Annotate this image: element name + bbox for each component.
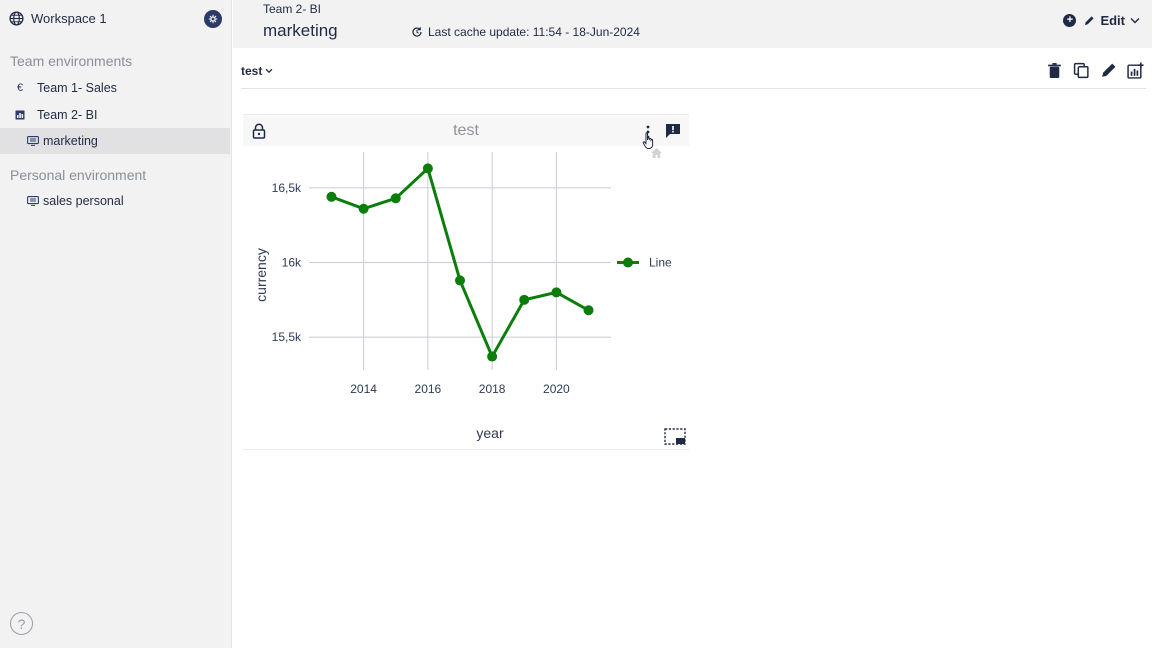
delete-icon[interactable] <box>1046 62 1063 79</box>
chart-icon <box>13 108 27 122</box>
data-point[interactable] <box>358 203 369 214</box>
data-point[interactable] <box>519 294 530 305</box>
data-point[interactable] <box>487 351 498 362</box>
chart-widget: test <box>243 114 689 450</box>
edit-label: Edit <box>1100 13 1125 28</box>
x-tick-label: 2018 <box>479 382 506 396</box>
workspace-settings-icon[interactable] <box>204 10 222 28</box>
dashboard-icon <box>26 134 40 148</box>
pencil-icon <box>1085 16 1095 25</box>
legend-item[interactable]: Line <box>649 255 672 269</box>
widget-header: test <box>243 114 689 146</box>
cache-text: Last cache update: 11:54 - 18-Jun-2024 <box>428 25 640 39</box>
globe-icon <box>9 11 24 26</box>
pointer-cursor-icon <box>642 132 654 149</box>
refresh-icon <box>412 27 422 37</box>
chevron-down-icon <box>265 68 273 74</box>
tab-selector[interactable]: test <box>241 64 273 78</box>
widget-title: test <box>453 122 479 139</box>
dashboard-toolbar: test <box>241 52 1146 89</box>
data-point[interactable] <box>551 287 562 298</box>
chevron-down-icon <box>1130 18 1140 24</box>
duplicate-icon[interactable] <box>1073 62 1090 79</box>
sidebar-item-label: Team 2- BI <box>37 108 98 122</box>
help-icon[interactable]: ? <box>10 612 33 635</box>
sidebar: Workspace 1 Team environments € Team 1- … <box>0 0 232 648</box>
legend-swatch-marker <box>623 257 633 268</box>
y-tick-label: 15,5k <box>272 330 302 344</box>
euro-icon: € <box>16 82 24 94</box>
page-title: marketing <box>263 21 338 40</box>
add-icon[interactable]: + <box>1063 14 1077 27</box>
page-header: Team 2- BI marketing Last cache update: … <box>233 0 1152 48</box>
feedback-icon[interactable] <box>665 123 681 139</box>
lock-icon[interactable] <box>252 123 266 139</box>
home-icon[interactable] <box>650 147 663 159</box>
x-axis-label: year <box>476 425 504 441</box>
workspace-title: Workspace 1 <box>31 11 107 26</box>
y-axis-label: currency <box>253 248 269 302</box>
x-tick-label: 2014 <box>350 382 377 396</box>
data-point[interactable] <box>326 191 337 202</box>
workspace-header[interactable]: Workspace 1 <box>0 0 232 38</box>
pencil-icon[interactable] <box>1100 62 1117 79</box>
sidebar-item-team-1-sales[interactable]: € Team 1- Sales <box>0 75 230 101</box>
sidebar-item-label: sales personal <box>43 194 124 208</box>
select-region-icon[interactable] <box>664 428 686 445</box>
x-tick-label: 2016 <box>415 382 442 396</box>
add-chart-icon[interactable] <box>1127 62 1144 79</box>
sidebar-item-label: marketing <box>43 134 98 148</box>
x-tick-label: 2020 <box>543 382 570 396</box>
sidebar-item-sales-personal[interactable]: sales personal <box>0 188 230 214</box>
edit-button[interactable]: Edit <box>1084 13 1140 28</box>
team-environments-title: Team environments <box>10 53 133 69</box>
personal-environment-title: Personal environment <box>10 167 147 183</box>
sidebar-item-team-2-bi[interactable]: Team 2- BI <box>0 102 230 128</box>
y-tick-label: 16,5k <box>272 181 302 195</box>
dashboard-icon <box>26 194 40 208</box>
sidebar-item-label: Team 1- Sales <box>37 81 117 95</box>
sidebar-item-marketing[interactable]: marketing <box>0 128 230 154</box>
data-point[interactable] <box>455 275 465 286</box>
tab-selector-label: test <box>241 64 263 78</box>
cache-status: Last cache update: 11:54 - 18-Jun-2024 <box>411 25 640 39</box>
data-point[interactable] <box>390 193 401 204</box>
line-chart: 2014 2016 2018 2020 15,5k 16k 16,5k year currenc… <box>253 152 672 441</box>
breadcrumb[interactable]: Team 2- BI <box>263 2 322 16</box>
data-point[interactable] <box>583 305 594 316</box>
data-point[interactable] <box>422 163 433 174</box>
y-tick-label: 16k <box>282 255 302 269</box>
